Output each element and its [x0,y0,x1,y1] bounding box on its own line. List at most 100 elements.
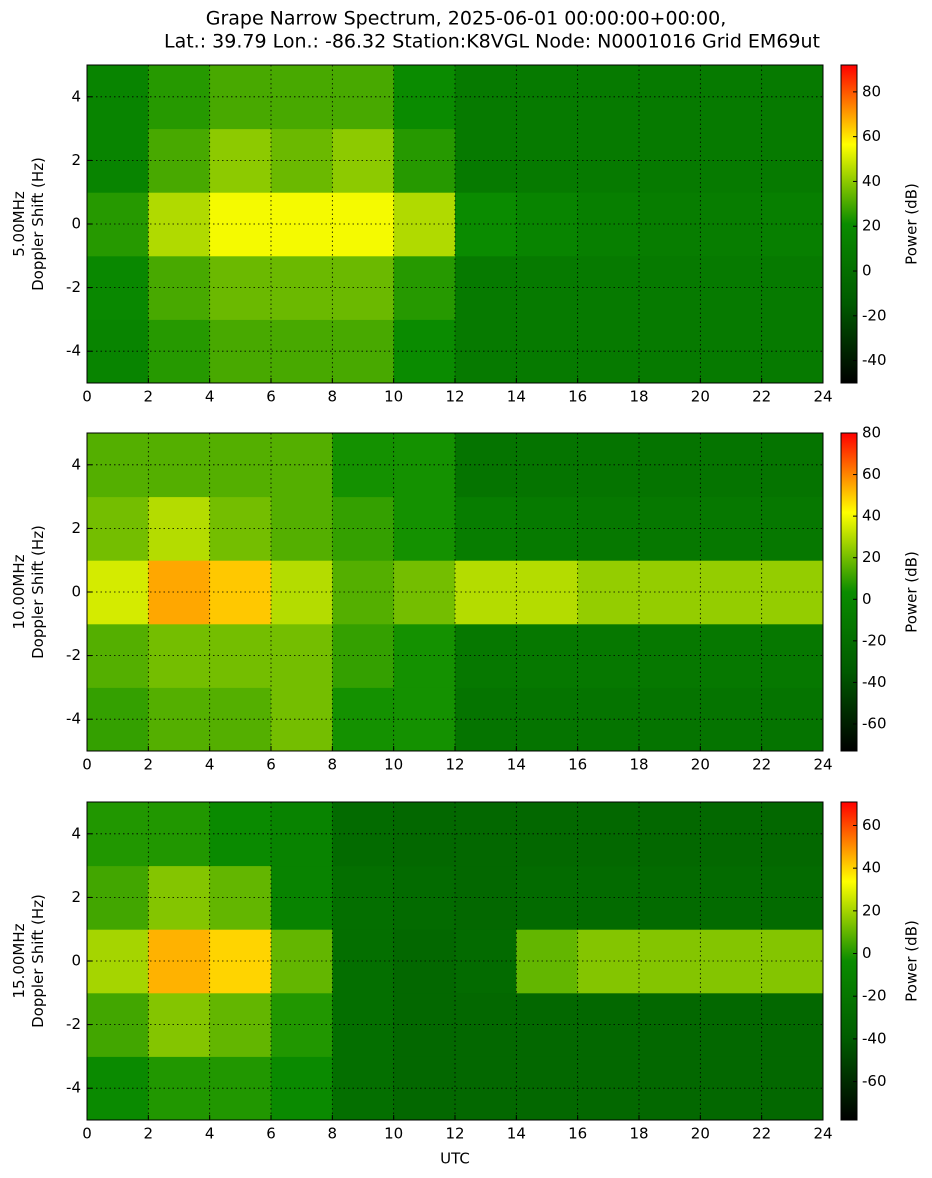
heatmap-cell [761,319,824,384]
heatmap-cell [761,560,824,625]
x-tick-label: 6 [266,388,276,406]
heatmap-cell [271,192,333,257]
heatmap-cell [271,1056,333,1121]
heatmap-cell [332,319,395,384]
y-tick-label: -2 [66,1015,81,1033]
y-axis-label: 10.00MHzDoppler Shift (Hz) [10,525,47,659]
x-tick-label: 14 [507,756,526,774]
x-tick-label: 16 [568,756,587,774]
heatmap-cell [639,433,701,498]
colorbar-tick-label: -60 [862,1072,887,1090]
y-tick-label: -4 [66,342,81,360]
heatmap-cell [455,1056,517,1121]
plot-frame [86,432,824,752]
colorbar-tick-label: 80 [862,82,881,100]
colorbar-tick-label: 20 [862,548,881,566]
x-tick-label: 0 [82,756,92,774]
heatmap-cell [455,433,517,498]
heatmap-cell [455,929,517,994]
heatmap-cell [639,865,701,930]
heatmap-cell [639,929,701,994]
y-tick-label: -2 [66,278,81,296]
heatmap-cell [271,560,333,625]
heatmap-cell [271,865,333,930]
y-tick-label: 2 [71,151,81,169]
y-tick-label: 0 [71,952,81,970]
x-tick-label: 8 [328,388,338,406]
x-tick-label: 4 [205,756,215,774]
x-tick-label: 0 [82,388,92,406]
y-axis-label-line: Doppler Shift (Hz) [29,525,47,659]
heatmap-cell [761,1056,824,1121]
heatmap-cell [455,687,517,752]
heatmap-cell [639,1056,701,1121]
x-tick-label: 4 [205,388,215,406]
x-axis-label: UTC [440,1150,470,1168]
colorbar-tick-label: 80 [862,424,881,442]
colorbar-tick-label: 20 [862,901,881,919]
heatmap-cell [455,65,517,130]
colorbar-tick-label: -40 [862,1029,887,1047]
colorbar-tick-label: 40 [862,859,881,877]
x-tick-label: 0 [82,1125,92,1143]
y-axis-label-line: Doppler Shift (Hz) [29,894,47,1028]
colorbar-tick-label: -40 [862,673,887,691]
x-tick-label: 22 [752,1125,771,1143]
heatmap-cell [639,319,701,384]
colorbar-tick-label: 20 [862,217,881,235]
heatmap-cell [271,929,333,994]
y-axis-label-line: Doppler Shift (Hz) [29,157,47,291]
x-tick-label: 6 [266,1125,276,1143]
heatmap-cell [761,255,824,320]
heatmap-cell [332,802,395,867]
heatmap-cell [639,992,701,1057]
heatmap-cell [332,560,395,625]
y-tick-label: 0 [71,583,81,601]
heatmap-cell [332,1056,395,1121]
x-tick-label: 8 [328,1125,338,1143]
heatmap-cell [761,433,824,498]
x-tick-label: 20 [691,388,710,406]
x-tick-label: 22 [752,756,771,774]
heatmap-cell [455,255,517,320]
heatmap-cell [271,992,333,1057]
x-tick-label: 18 [629,1125,648,1143]
heatmap-cell [761,128,824,193]
heatmap-cell [639,128,701,193]
x-tick-label: 14 [507,1125,526,1143]
y-tick-label: 2 [71,888,81,906]
heatmap-cell [271,65,333,130]
y-tick-label: -4 [66,710,81,728]
x-tick-label: 10 [384,388,403,406]
colorbar-tick-label: 40 [862,172,881,190]
colorbar-tick-label: -60 [862,714,887,732]
colorbar-tick-label: 0 [862,944,872,962]
x-tick-label: 18 [629,756,648,774]
colorbar-tick-label: -20 [862,987,887,1005]
heatmap-cell [761,865,824,930]
x-tick-label: 16 [568,388,587,406]
heatmap-cell [332,623,395,688]
heatmap-cell [761,65,824,130]
heatmap-cell [271,433,333,498]
heatmap-cell [639,192,701,257]
title-line: Grape Narrow Spectrum, 2025-06-01 00:00:… [206,8,727,30]
heatmap-cell [639,65,701,130]
heatmap-cell [761,687,824,752]
heatmap-cell [271,496,333,561]
heatmap-cell [639,802,701,867]
plot-frame [86,64,824,384]
heatmap-cell [761,623,824,688]
y-tick-label: -2 [66,646,81,664]
x-tick-label: 20 [691,1125,710,1143]
x-tick-label: 12 [445,756,464,774]
heatmap-cell [332,865,395,930]
y-axis-label-line: 10.00MHz [10,554,28,629]
heatmap-cell [332,192,395,257]
heatmap-cell [271,687,333,752]
heatmap-cell [271,802,333,867]
y-axis-label: 15.00MHzDoppler Shift (Hz) [10,894,47,1028]
plot-frame [86,801,824,1121]
heatmap-cell [332,128,395,193]
heatmap-cell [639,623,701,688]
